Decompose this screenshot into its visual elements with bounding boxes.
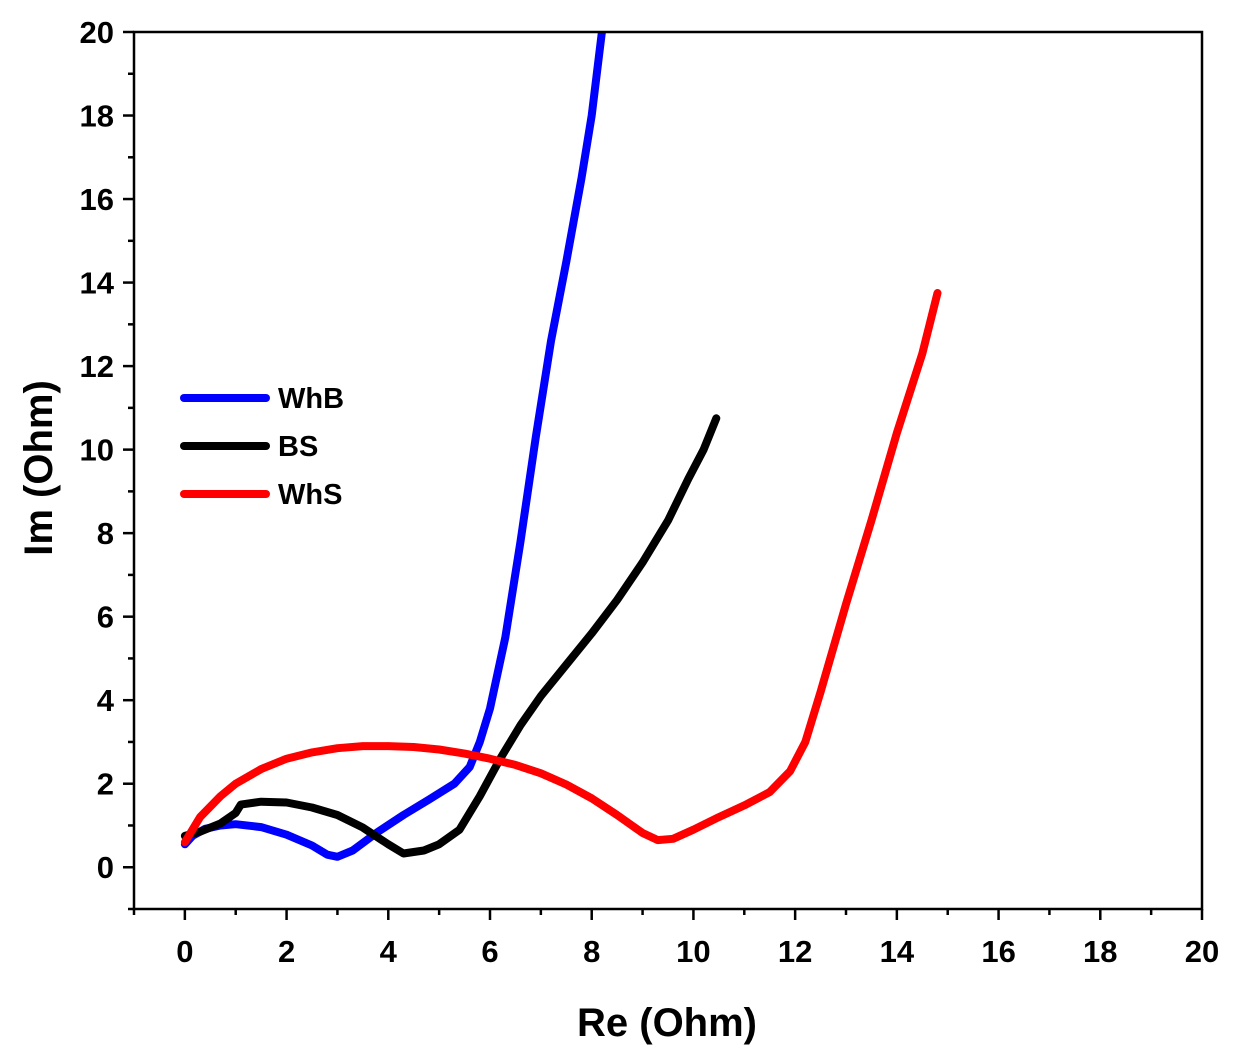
legend-label-whs: WhS xyxy=(278,479,342,511)
y-tick-label: 2 xyxy=(97,767,114,802)
y-tick-label: 14 xyxy=(80,266,115,301)
x-tick-label: 16 xyxy=(981,934,1015,969)
series-line-whs xyxy=(180,289,942,847)
legend-label-whb: WhB xyxy=(278,383,344,415)
series-line-bs xyxy=(180,414,721,858)
y-tick-label: 18 xyxy=(80,99,114,134)
y-tick-label: 0 xyxy=(97,850,114,885)
x-tick-label: 6 xyxy=(481,934,498,969)
y-tick-label: 20 xyxy=(80,15,114,50)
x-tick-label: 0 xyxy=(176,934,193,969)
x-tick-label: 4 xyxy=(380,934,398,969)
y-tick-label: 6 xyxy=(97,600,114,635)
legend-label-bs: BS xyxy=(278,431,318,463)
y-tick-label: 10 xyxy=(80,433,114,468)
plot-frame xyxy=(132,30,1204,911)
y-tick-label: 16 xyxy=(80,182,114,217)
x-tick-label: 18 xyxy=(1083,934,1117,969)
y-tick-label: 12 xyxy=(80,349,114,384)
series-line-whb xyxy=(180,32,606,861)
x-tick-label: 10 xyxy=(676,934,710,969)
x-axis-title: Re (Ohm) xyxy=(577,1001,757,1045)
x-tick-label: 2 xyxy=(278,934,295,969)
legend: WhB BS WhS xyxy=(180,383,344,511)
series-layer xyxy=(180,32,942,861)
axis-layer: 0 2 4 6 8 10 12 14 16 18 20 0 2 4 6 8 10 12 14 16 18 20 xyxy=(80,15,1220,969)
y-tick-label: 4 xyxy=(97,683,115,718)
x-tick-label: 14 xyxy=(880,934,915,969)
y-axis-title: Im (Ohm) xyxy=(17,380,61,556)
x-tick-label: 8 xyxy=(583,934,600,969)
x-tick-label: 20 xyxy=(1185,934,1219,969)
y-tick-label: 8 xyxy=(97,516,114,551)
x-tick-label: 12 xyxy=(778,934,812,969)
